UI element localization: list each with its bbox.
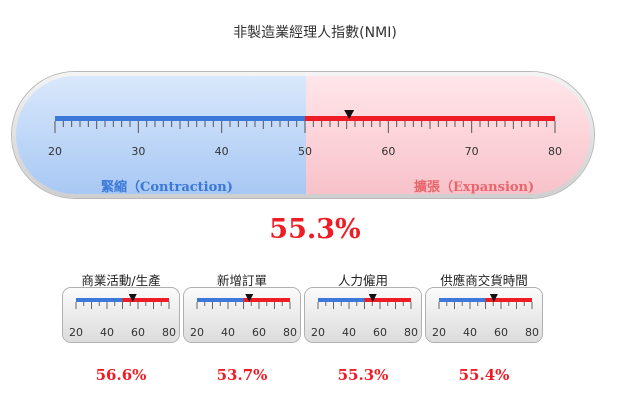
contraction-zone <box>16 76 306 194</box>
sub-gauge-scale: 20 40 60 80 <box>311 294 418 339</box>
sub-gauge-value: 53.7% <box>216 366 268 384</box>
sub-gauge: 20 40 60 80 <box>426 288 542 342</box>
scale-tick-label: 60 <box>131 326 145 339</box>
expansion-bar <box>243 298 290 302</box>
scale-tick-label: 80 <box>283 326 297 339</box>
sub-gauge: 20 40 60 80 <box>184 288 300 342</box>
scale-tick-label: 20 <box>432 326 446 339</box>
scale-tick-label: 40 <box>342 326 356 339</box>
contraction-bar <box>439 298 486 302</box>
expansion-bar <box>122 298 169 302</box>
scale-tick-label: 30 <box>131 145 145 158</box>
sub-gauge-value: 55.3% <box>337 366 389 384</box>
contraction-bar <box>318 298 365 302</box>
expansion-label: 擴張（Expansion) <box>414 180 535 194</box>
scale-tick-label: 80 <box>404 326 418 339</box>
expansion-bar <box>485 298 532 302</box>
scale-tick-label: 50 <box>298 145 312 158</box>
page-title: 非製造業經理人指數(NMI) <box>233 25 397 41</box>
scale-tick-label: 40 <box>100 326 114 339</box>
sub-gauge-label: 商業活動/生產 <box>81 273 161 288</box>
value-pointer <box>245 294 254 302</box>
scale-tick-label: 80 <box>525 326 539 339</box>
sub-gauge-label: 供應商交貨時間 <box>440 273 528 288</box>
value-pointer <box>368 294 377 302</box>
contraction-label: 緊縮（Contraction) <box>101 180 233 194</box>
scale-tick-label: 60 <box>373 326 387 339</box>
main-gauge-background: 緊縮（Contraction) 擴張（Expansion) <box>16 76 590 194</box>
scale-tick-label: 80 <box>162 326 176 339</box>
scale-tick-label: 60 <box>494 326 508 339</box>
sub-gauge-value: 55.4% <box>458 366 510 384</box>
value-pointer <box>344 110 355 119</box>
scale-tick-label: 60 <box>381 145 395 158</box>
value-pointer <box>128 294 137 302</box>
contraction-bar <box>76 298 123 302</box>
scale-tick-label: 80 <box>548 145 562 158</box>
scale-tick-label: 20 <box>311 326 325 339</box>
contraction-bar <box>197 298 244 302</box>
main-gauge: 緊縮（Contraction) 擴張（Expansion) <box>12 72 594 198</box>
scale-tick-label: 40 <box>463 326 477 339</box>
scale-tick-label: 20 <box>69 326 83 339</box>
scale-tick-label: 70 <box>465 145 479 158</box>
scale-tick-label: 60 <box>252 326 266 339</box>
expansion-bar <box>305 116 555 121</box>
sub-gauge: 20 40 60 80 <box>63 288 179 342</box>
expansion-bar <box>364 298 411 302</box>
expansion-zone <box>306 76 590 194</box>
sub-gauge-scale: 20 40 60 80 <box>432 294 539 339</box>
value-pointer <box>489 294 498 302</box>
scale-tick-label: 40 <box>221 326 235 339</box>
scale-tick-label: 20 <box>48 145 62 158</box>
sub-gauge-label: 新增訂單 <box>216 273 267 288</box>
scale-tick-label: 20 <box>190 326 204 339</box>
main-gauge-value: 55.3% <box>269 214 361 245</box>
sub-gauge-label: 人力僱用 <box>337 273 388 288</box>
scale-tick-label: 40 <box>215 145 229 158</box>
sub-gauge: 20 40 60 80 <box>305 288 421 342</box>
contraction-bar <box>55 116 305 121</box>
sub-gauge-value: 56.6% <box>95 366 147 384</box>
sub-gauge-scale: 20 40 60 80 <box>190 294 297 339</box>
sub-gauge-scale: 20 40 60 80 <box>69 294 176 339</box>
